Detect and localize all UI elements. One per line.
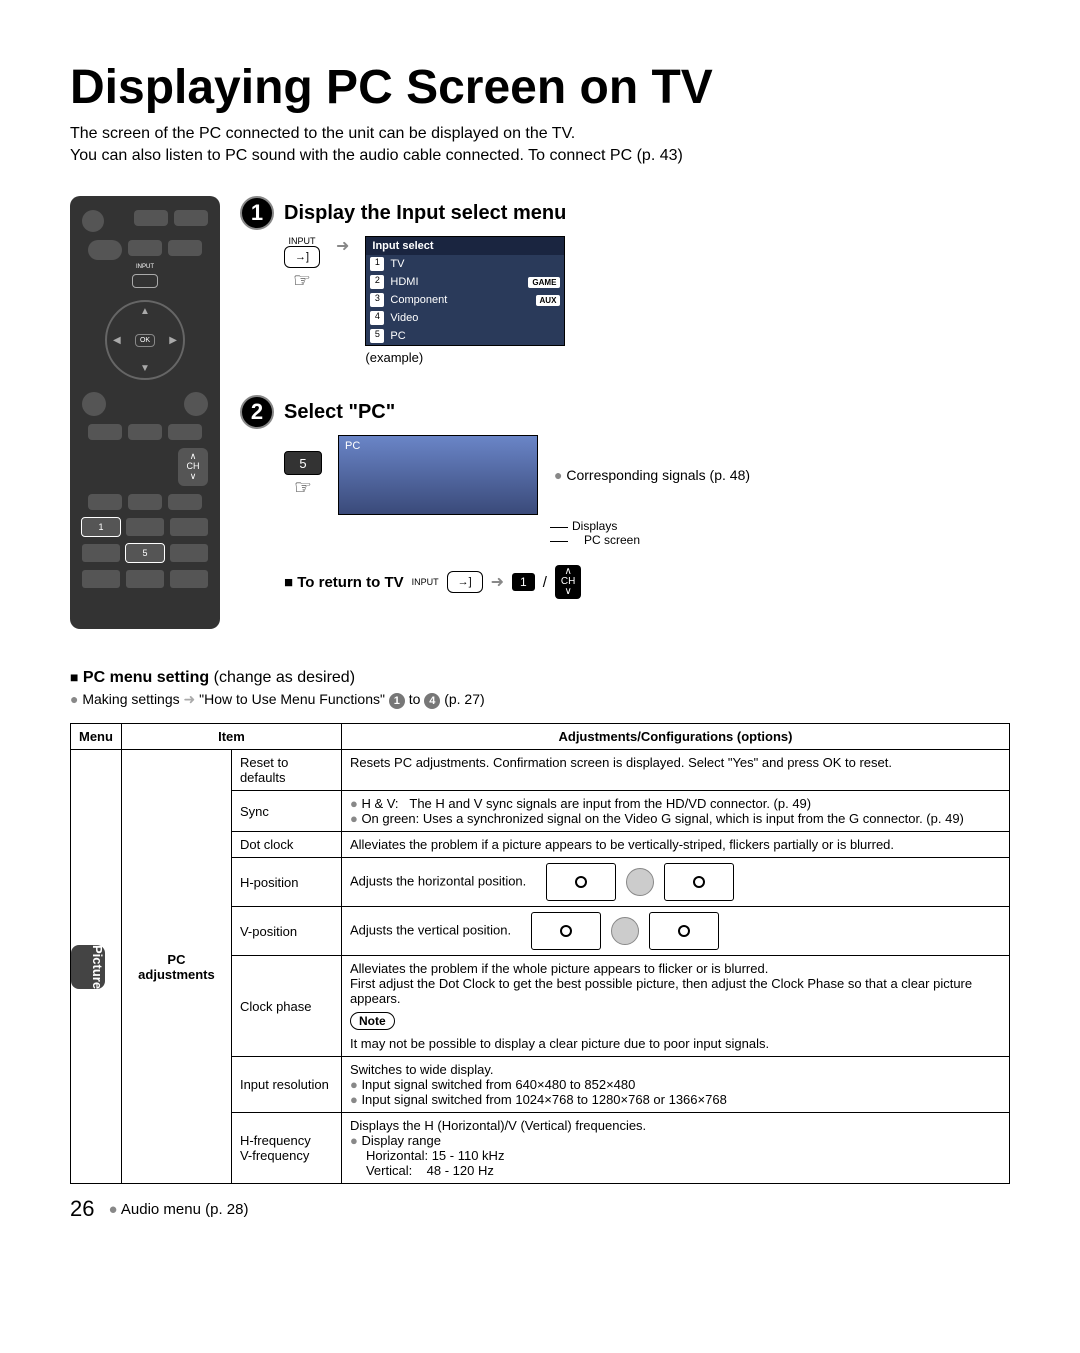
item-clockphase: Clock phase <box>231 956 341 1057</box>
intro-line1: The screen of the PC connected to the un… <box>70 123 1010 145</box>
remote-key-5: 5 <box>126 544 164 562</box>
adj-inputres: Switches to wide display. ● Input signal… <box>341 1057 1009 1113</box>
press-input-icon: INPUT ☞ <box>284 236 320 293</box>
ch-button: ∧CH∨ <box>555 565 581 599</box>
adj-clockphase: Alleviates the problem if the whole pict… <box>341 956 1009 1057</box>
input-label: INPUT <box>289 236 316 246</box>
vpos-diagram <box>531 912 719 950</box>
adj-dotclock: Alleviates the problem if a picture appe… <box>341 832 1009 858</box>
return-input-label: INPUT <box>412 577 439 587</box>
adj-sync: ● H & V: The H and V sync signals are in… <box>341 791 1009 832</box>
input-select-menu: Input select 1TV2HDMIGAME3ComponentAUX4V… <box>365 236 565 346</box>
key-5: 5 <box>284 451 322 475</box>
hpos-diagram <box>546 863 734 901</box>
note-badge: Note <box>350 1012 395 1030</box>
page-title: Displaying PC Screen on TV <box>70 60 1010 115</box>
th-menu: Menu <box>71 724 122 750</box>
item-reset: Reset to defaults <box>231 750 341 791</box>
remote-ch-rocker: ∧CH∨ <box>178 448 208 486</box>
pc-menu-heading: ■ PC menu setting (change as desired) <box>70 669 1010 687</box>
return-input-icon <box>447 571 483 593</box>
adj-hpos: Adjusts the horizontal position. <box>341 858 1009 907</box>
displays-label: Displays <box>550 519 1010 533</box>
step2-title: Select "PC" <box>284 401 395 424</box>
th-item: Item <box>121 724 341 750</box>
step-1: 1 Display the Input select menu INPUT ☞ … <box>240 196 1010 365</box>
step1-title: Display the Input select menu <box>284 202 566 225</box>
step-2: 2 Select "PC" 5 ☞ PC ● Corresponding sig… <box>240 395 1010 599</box>
slash: / <box>543 574 547 591</box>
adj-vpos: Adjusts the vertical position. <box>341 907 1009 956</box>
return-to-tv: ■ To return to TV INPUT ➜ 1 / ∧CH∨ <box>284 565 1010 599</box>
arrow-icon: ➜ <box>491 572 504 592</box>
intro-text: The screen of the PC connected to the un… <box>70 123 1010 166</box>
remote-ok: OK <box>135 334 155 347</box>
pc-label: PC <box>345 440 360 452</box>
intro-line2: You can also listen to PC sound with the… <box>70 145 1010 167</box>
item-hpos: H-position <box>231 858 341 907</box>
item-sync: Sync <box>231 791 341 832</box>
menu-item: 3ComponentAUX <box>366 291 564 309</box>
step-circle-1: 1 <box>389 693 405 709</box>
corresponding-signals: ● Corresponding signals (p. 48) <box>554 467 750 483</box>
pc-screen-preview: PC <box>338 435 538 515</box>
page-number: 26 <box>70 1196 94 1222</box>
menu-item: 4Video <box>366 309 564 327</box>
remote-input-label: INPUT <box>136 264 154 270</box>
press-5-icon: 5 ☞ <box>284 451 322 500</box>
arrow-icon: ➜ <box>336 236 349 256</box>
remote-dpad: ▲▼◀▶ OK <box>105 300 185 380</box>
remote-key-1: 1 <box>82 518 120 536</box>
menu-header: Input select <box>366 237 564 255</box>
menu-item: 2HDMIGAME <box>366 273 564 291</box>
step1-number: 1 <box>240 196 274 230</box>
example-label: (example) <box>365 350 565 365</box>
adj-freq: Displays the H (Horizontal)/V (Vertical)… <box>341 1113 1009 1184</box>
key-1: 1 <box>512 573 535 591</box>
item-freq: H-frequencyV-frequency <box>231 1113 341 1184</box>
audio-ref: Audio menu (p. 28) <box>121 1201 249 1218</box>
making-settings: ● Making settings ➜ "How to Use Menu Fun… <box>70 691 1010 709</box>
step-circle-4: 4 <box>424 693 440 709</box>
pc-adjustments-table: Menu Item Adjustments/Configurations (op… <box>70 723 1010 1184</box>
pcscreen-label: —PC screen <box>550 533 1010 547</box>
item-group: PC adjustments <box>121 750 231 1184</box>
item-vpos: V-position <box>231 907 341 956</box>
item-inputres: Input resolution <box>231 1057 341 1113</box>
menu-picture-cell: Picture <box>71 750 122 1184</box>
menu-item: 1TV <box>366 255 564 273</box>
step2-number: 2 <box>240 395 274 429</box>
page-footer: 26 ● Audio menu (p. 28) <box>70 1196 1010 1222</box>
menu-item: 5PC <box>366 327 564 345</box>
item-dotclock: Dot clock <box>231 832 341 858</box>
remote-illustration: INPUT ▲▼◀▶ OK ∧CH∨ 1 5 <box>70 196 220 629</box>
adj-reset: Resets PC adjustments. Confirmation scre… <box>341 750 1009 791</box>
th-adj: Adjustments/Configurations (options) <box>341 724 1009 750</box>
